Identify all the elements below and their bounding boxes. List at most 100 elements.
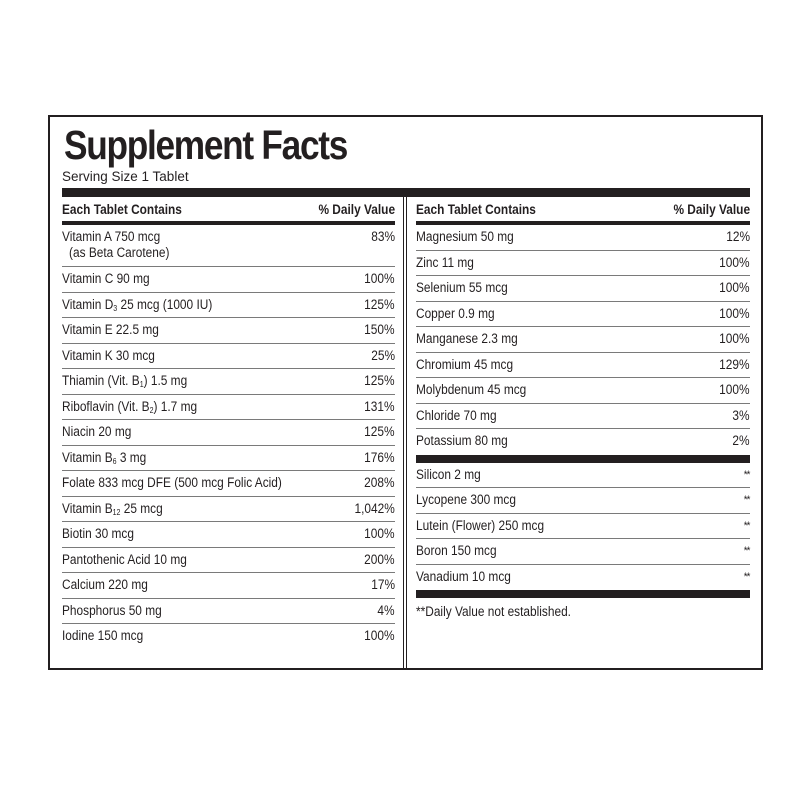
daily-value: 25% — [371, 347, 395, 363]
nutrient-name: Copper 0.9 mg — [416, 305, 495, 321]
heavy-rule-top — [62, 188, 750, 197]
nutrient-row: Copper 0.9 mg 100% — [416, 302, 750, 327]
nutrient-name: Iodine 150 mcg — [62, 628, 144, 643]
daily-value: 200% — [364, 551, 395, 567]
no-dv-row: Vanadium 10 mcg ** — [416, 565, 751, 591]
header-contains: Each Tablet Contains — [62, 201, 182, 217]
daily-value: ** — [744, 545, 751, 557]
nutrient-row: Chromium 45 mcg 129% — [416, 353, 750, 378]
daily-value: 83% — [371, 229, 395, 244]
column-divider — [403, 197, 407, 668]
nutrient-row: Chloride 70 mg 3% — [416, 404, 750, 429]
nutrient-row: Folate 833 mcg DFE (500 mcg Folic Acid) … — [62, 471, 395, 497]
label-title: Supplement Facts — [64, 122, 348, 168]
nutrient-name: Vitamin A 750 mcg (as Beta Carotene) — [62, 229, 170, 260]
nutrient-name: Folate 833 mcg DFE (500 mcg Folic Acid) — [62, 475, 282, 490]
no-dv-row: Boron 150 mcg ** — [416, 539, 751, 565]
nutrient-name: Vitamin C 90 mg — [62, 271, 150, 286]
serving-size: Serving Size 1 Tablet — [62, 169, 189, 184]
daily-value: ** — [744, 519, 751, 532]
daily-value: 100% — [719, 331, 750, 346]
daily-value: 100% — [719, 280, 750, 295]
nutrient-row: Biotin 30 mcg 100% — [62, 522, 395, 548]
nutrient-row: Selenium 55 mcg 100% — [416, 276, 750, 302]
nutrient-row: Potassium 80 mg 2% — [416, 429, 750, 455]
nutrient-name: Magnesium 50 mg — [416, 229, 514, 244]
nutrient-name: Manganese 2.3 mg — [416, 331, 518, 346]
nutrient-name: Vitamin K 30 mcg — [62, 347, 155, 363]
daily-value: 17% — [371, 577, 395, 592]
nutrient-row: Manganese 2.3 mg 100% — [416, 327, 750, 353]
nutrient-name: Lutein (Flower) 250 mcg — [416, 517, 545, 533]
nutrient-name: Vanadium 10 mcg — [416, 568, 511, 584]
nutrient-row: Magnesium 50 mg 12% — [416, 225, 750, 251]
nutrient-name: Phosphorus 50 mg — [62, 602, 162, 618]
nutrient-row: Iodine 150 mcg 100% — [62, 624, 395, 650]
nutrient-name: Lycopene 300 mcg — [416, 492, 516, 507]
nutrient-name: Boron 150 mcg — [416, 543, 497, 558]
nutrient-name: Thiamin (Vit. B1) 1.5 mg — [62, 373, 188, 389]
header-contains: Each Tablet Contains — [416, 201, 536, 217]
nutrient-row: Thiamin (Vit. B1) 1.5 mg 125% — [62, 369, 395, 395]
daily-value: 100% — [364, 628, 395, 643]
daily-value: 4% — [377, 602, 395, 618]
header-daily-value: % Daily Value — [673, 201, 750, 217]
nutrient-row: Phosphorus 50 mg 4% — [62, 599, 395, 624]
nutrient-row: Vitamin D3 25 mcg (1000 IU) 125% — [62, 293, 395, 318]
daily-value: 100% — [719, 254, 750, 270]
footnote: **Daily Value not established. — [416, 604, 571, 619]
daily-value: 3% — [732, 407, 750, 423]
nutrient-row: Zinc 11 mg 100% — [416, 251, 750, 276]
nutrient-row: Vitamin E 22.5 mg 150% — [62, 318, 395, 344]
nutrient-row: Vitamin K 30 mcg 25% — [62, 344, 395, 369]
no-dv-row: Silicon 2 mg ** — [416, 463, 751, 488]
nutrient-name: Zinc 11 mg — [416, 254, 474, 270]
left-column: Each Tablet Contains % Daily Value Vitam… — [62, 197, 395, 650]
nutrient-name: Selenium 55 mcg — [416, 280, 508, 295]
nutrient-name: Biotin 30 mcg — [62, 526, 134, 541]
nutrient-name: Chloride 70 mg — [416, 407, 497, 423]
daily-value: 208% — [364, 475, 395, 490]
nutrient-name: Riboflavin (Vit. B2) 1.7 mg — [62, 398, 198, 415]
daily-value: 176% — [364, 449, 395, 465]
nutrient-row: Calcium 220 mg 17% — [62, 573, 395, 599]
right-column-header: Each Tablet Contains % Daily Value — [416, 197, 750, 225]
nutrient-name: Pantothenic Acid 10 mg — [62, 551, 187, 567]
no-dv-row: Lycopene 300 mcg ** — [416, 488, 751, 514]
daily-value: 131% — [364, 398, 395, 414]
daily-value: 129% — [719, 356, 750, 372]
supplement-facts-panel: Supplement Facts Serving Size 1 Tablet E… — [48, 115, 763, 670]
daily-value: 100% — [364, 271, 395, 286]
daily-value: ** — [744, 468, 751, 481]
nutrient-name: Silicon 2 mg — [416, 466, 481, 482]
nutrient-row: Niacin 20 mg 125% — [62, 420, 395, 446]
daily-value: 125% — [364, 373, 395, 388]
daily-value: ** — [744, 494, 751, 506]
nutrient-name: Molybdenum 45 mcg — [416, 382, 527, 397]
nutrient-row: Vitamin A 750 mcg (as Beta Carotene) 83% — [62, 225, 395, 267]
daily-value: 150% — [364, 322, 395, 337]
daily-value: 12% — [726, 229, 750, 244]
nutrient-name: Niacin 20 mg — [62, 424, 132, 439]
left-column-header: Each Tablet Contains % Daily Value — [62, 197, 395, 225]
heavy-rule-mid — [416, 454, 750, 463]
daily-value: 2% — [732, 433, 750, 448]
nutrient-name: Chromium 45 mcg — [416, 356, 514, 372]
nutrient-row: Vitamin B12 25 mcg 1,042% — [62, 497, 395, 522]
nutrient-row: Pantothenic Acid 10 mg 200% — [62, 548, 395, 573]
heavy-rule-bottom — [416, 590, 750, 598]
daily-value: ** — [744, 570, 751, 583]
nutrient-name: Vitamin D3 25 mcg (1000 IU) — [62, 296, 213, 313]
nutrient-row: Molybdenum 45 mcg 100% — [416, 378, 750, 404]
nutrient-name: Vitamin B12 25 mcg — [62, 500, 163, 517]
daily-value: 125% — [364, 296, 395, 312]
nutrient-name: Potassium 80 mg — [416, 433, 508, 448]
header-daily-value: % Daily Value — [318, 201, 395, 217]
nutrient-name: Vitamin B6 3 mg — [62, 449, 147, 466]
daily-value: 100% — [364, 526, 395, 541]
no-dv-row: Lutein (Flower) 250 mcg ** — [416, 514, 751, 539]
nutrient-row: Riboflavin (Vit. B2) 1.7 mg 131% — [62, 395, 395, 420]
nutrient-name: Calcium 220 mg — [62, 577, 148, 592]
daily-value: 125% — [364, 424, 395, 439]
daily-value: 100% — [719, 305, 750, 321]
